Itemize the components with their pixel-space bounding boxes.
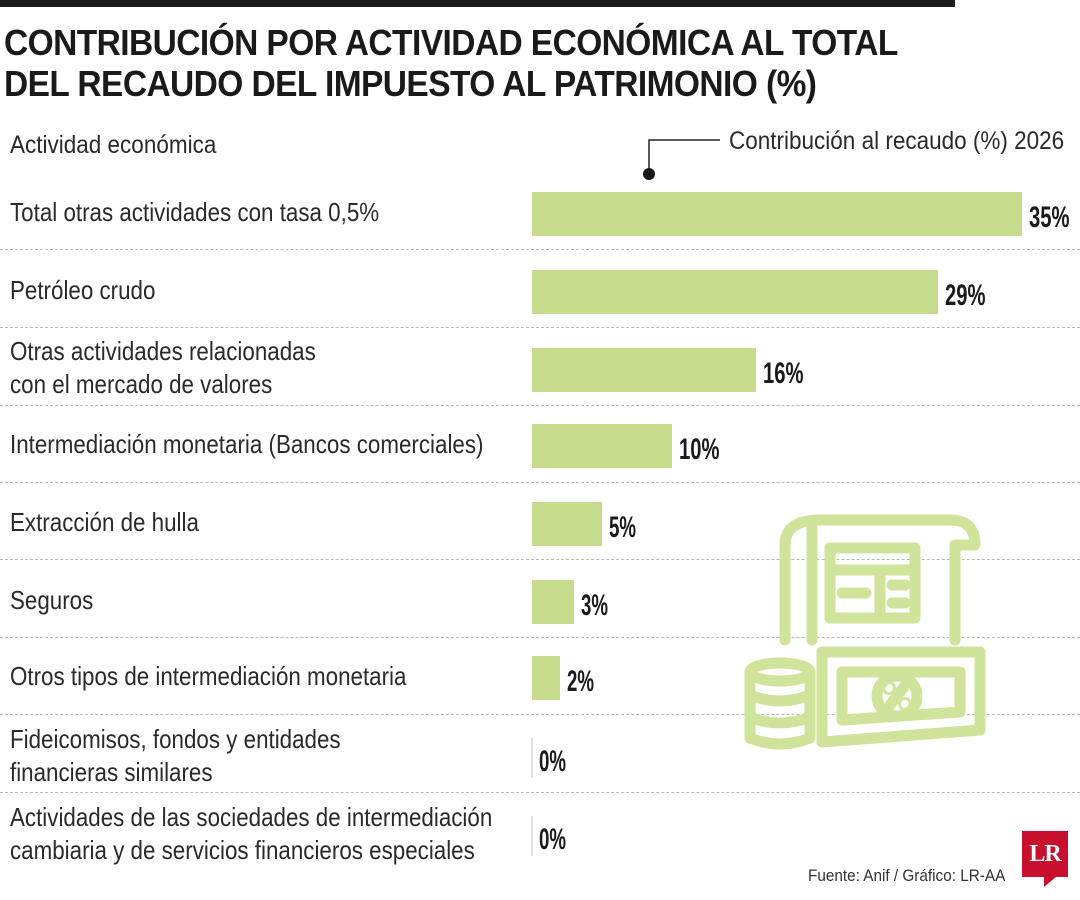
category-label-line: cambiaria y de servicios financieros esp… xyxy=(10,835,475,865)
category-label-line: Petróleo crudo xyxy=(10,274,156,305)
header-leader-line xyxy=(648,139,720,172)
row-separator xyxy=(0,405,1080,406)
row-separator xyxy=(0,327,1080,328)
source-note: Fuente: Anif / Gráfico: LR-AA xyxy=(808,866,1006,885)
value-column-header: Contribución al recaudo (%) 2026 xyxy=(729,127,1065,155)
value-label-8: 0% xyxy=(539,745,566,778)
category-column-header: Actividad económica xyxy=(10,131,217,159)
value-label-7: 2% xyxy=(567,665,594,698)
bars-group: 35% 29% 16% 10% 5% 3% 2% 0% 0% xyxy=(531,192,1070,856)
chart-title-line-1: CONTRIBUCIÓN POR ACTIVIDAD ECONÓMICA AL … xyxy=(4,22,898,63)
category-label-line: Actividades de las sociedades de interme… xyxy=(10,802,493,832)
lr-logo-tail xyxy=(1044,877,1056,887)
row-separator xyxy=(0,559,1080,560)
category-label-4: Intermediación monetaria (Bancos comerci… xyxy=(10,428,492,461)
tax-receipt-money-icon xyxy=(744,514,986,750)
category-label-line: Seguros xyxy=(10,584,94,615)
category-label-line: Otras actividades relacionadas xyxy=(10,336,316,366)
category-label-2: Petróleo crudo xyxy=(10,274,492,307)
value-label-1: 35% xyxy=(1029,201,1070,234)
value-label-6: 3% xyxy=(581,589,608,622)
category-label-line: Total otras actividades con tasa 0,5% xyxy=(10,196,380,227)
category-label-line: Extracción de hulla xyxy=(10,506,199,537)
row-separator xyxy=(0,714,1080,715)
category-label-line: Intermediación monetaria (Bancos comerci… xyxy=(10,428,484,459)
top-rule xyxy=(0,0,955,7)
bar-1 xyxy=(532,192,1022,236)
value-label-4: 10% xyxy=(679,433,720,466)
category-label-line: Otros tipos de intermediación monetaria xyxy=(10,660,407,691)
category-label-8: Fideicomisos, fondos y entidades financie… xyxy=(10,723,492,789)
category-label-5: Extracción de hulla xyxy=(10,506,492,539)
row-separator xyxy=(0,482,1080,483)
row-separator xyxy=(0,637,1080,638)
chart-title: CONTRIBUCIÓN POR ACTIVIDAD ECONÓMICA AL … xyxy=(4,22,990,104)
category-label-6: Seguros xyxy=(10,584,492,617)
category-label-3: Otras actividades relacionadas con el mer… xyxy=(10,335,492,401)
lr-logo: LR xyxy=(1022,831,1068,877)
bar-6 xyxy=(532,580,574,624)
category-label-1: Total otras actividades con tasa 0,5% xyxy=(10,196,492,229)
header-leader-dot xyxy=(643,168,655,180)
value-label-5: 5% xyxy=(609,511,636,544)
category-label-line: con el mercado de valores xyxy=(10,369,273,399)
bar-2 xyxy=(532,270,938,314)
bar-7 xyxy=(532,656,560,700)
bar-3 xyxy=(532,348,756,392)
row-separator xyxy=(0,249,1080,250)
category-label-line: financieras similares xyxy=(10,757,213,787)
bar-4 xyxy=(532,424,672,468)
category-label-line: Fideicomisos, fondos y entidades xyxy=(10,724,341,754)
chart-title-line-2: DEL RECAUDO DEL IMPUESTO AL PATRIMONIO (… xyxy=(4,63,817,104)
category-label-9: Actividades de las sociedades de interme… xyxy=(10,801,492,867)
value-label-2: 29% xyxy=(945,279,986,312)
value-label-9: 0% xyxy=(539,823,566,856)
bar-5 xyxy=(532,502,602,546)
category-label-7: Otros tipos de intermediación monetaria xyxy=(10,660,492,693)
value-label-3: 16% xyxy=(763,357,804,390)
row-separator xyxy=(0,792,1080,793)
